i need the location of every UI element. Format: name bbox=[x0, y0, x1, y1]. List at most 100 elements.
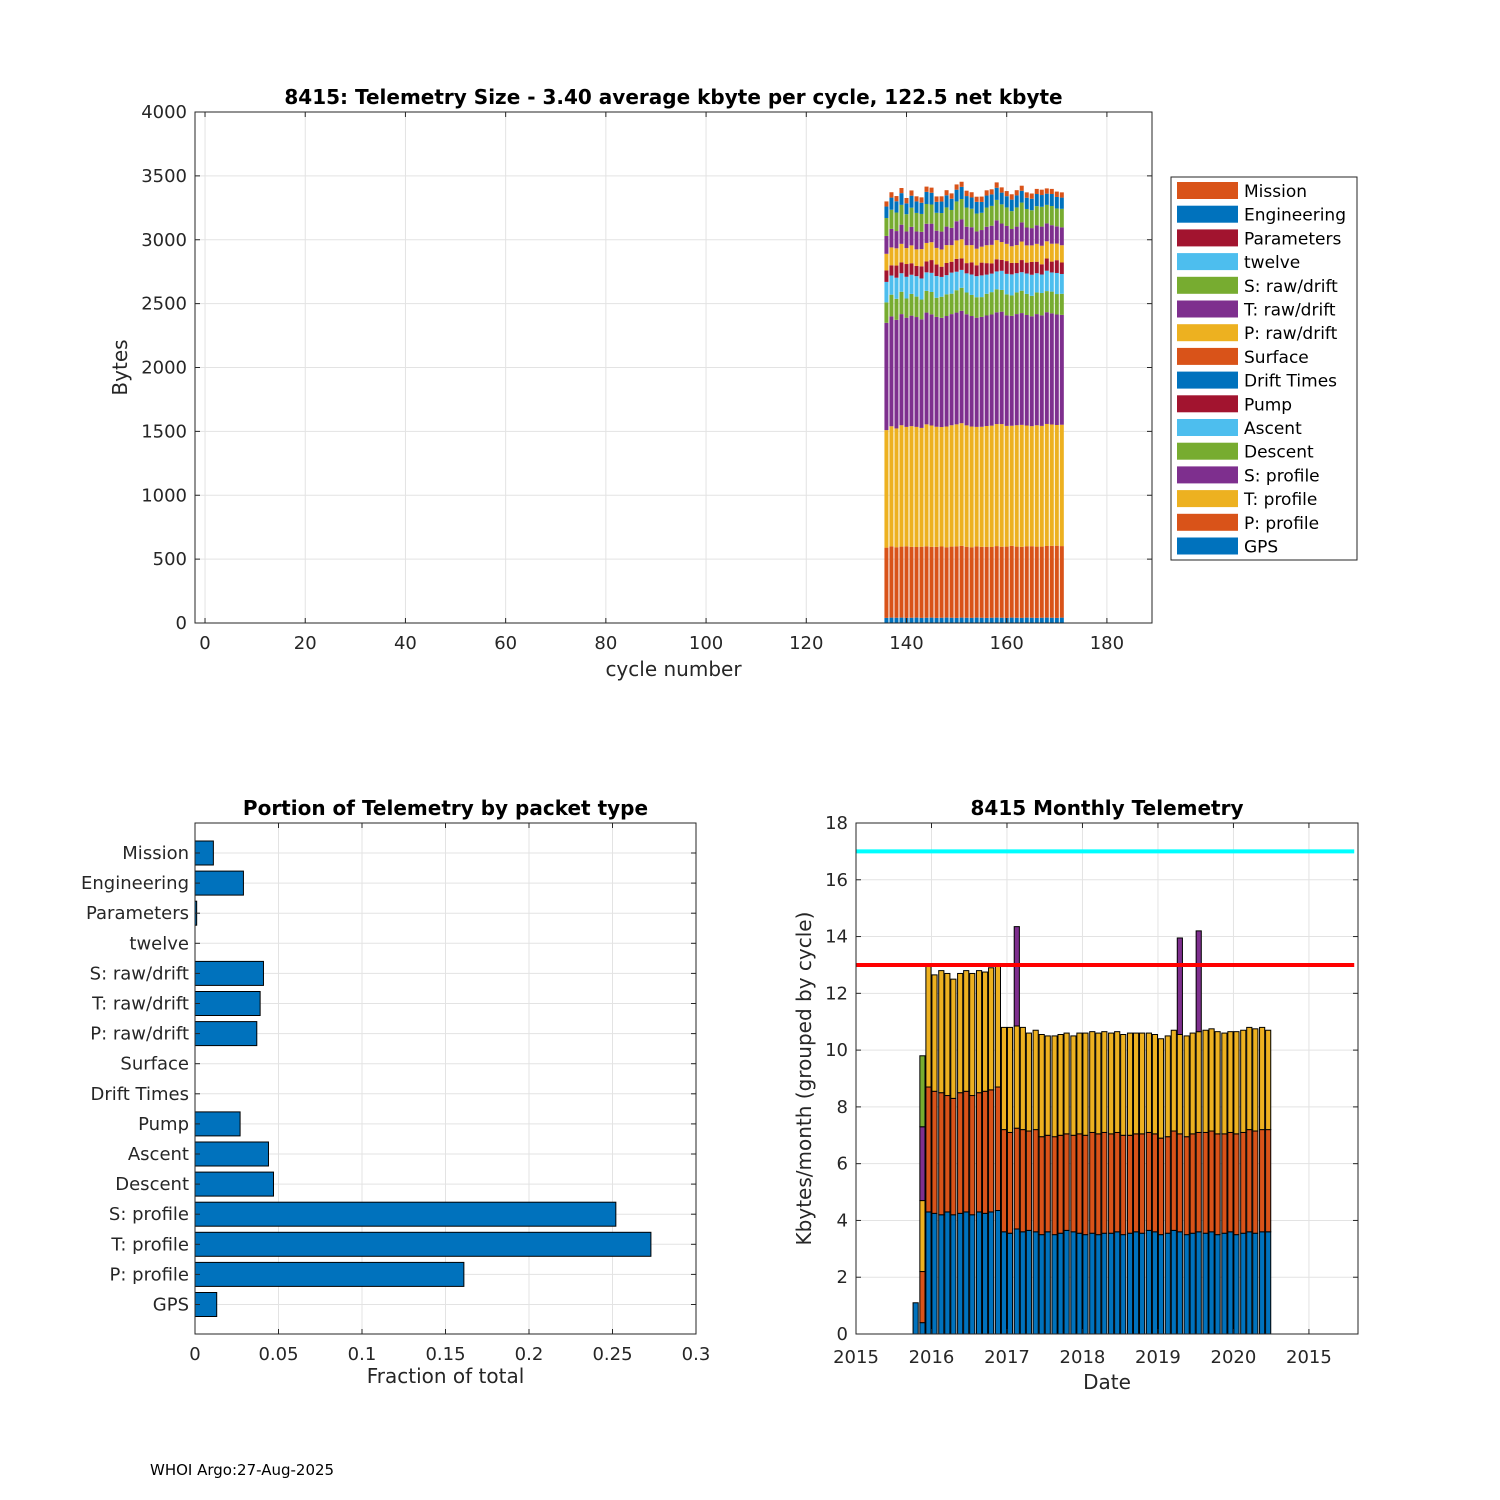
bar-segment bbox=[1054, 294, 1059, 315]
bar-segment bbox=[959, 287, 964, 311]
bar-segment bbox=[1114, 1031, 1121, 1133]
y-tick-label: 12 bbox=[825, 983, 848, 1004]
bar-segment bbox=[1170, 1029, 1177, 1132]
bar-segment bbox=[974, 201, 979, 214]
bar-segment bbox=[929, 314, 934, 426]
bar-segment bbox=[1014, 207, 1019, 227]
bar-segment bbox=[1024, 197, 1029, 209]
y-tick-label: 2000 bbox=[141, 358, 187, 379]
bar-segment bbox=[899, 314, 904, 426]
bar-segment bbox=[959, 310, 964, 424]
bar-segment bbox=[1029, 193, 1034, 199]
bar-segment bbox=[1004, 225, 1009, 244]
bar-segment bbox=[1019, 546, 1024, 618]
bar-segment bbox=[1044, 291, 1049, 313]
bar-segment bbox=[1024, 208, 1029, 228]
bar-segment bbox=[1014, 314, 1019, 426]
bar-segment bbox=[1014, 425, 1019, 547]
bar-segment bbox=[1189, 1133, 1196, 1234]
bar-segment bbox=[984, 190, 989, 196]
bar-segment bbox=[994, 1086, 1001, 1212]
bar-segment bbox=[974, 213, 979, 232]
bar-segment bbox=[1019, 290, 1024, 314]
bar-segment bbox=[944, 972, 951, 1097]
bar-segment bbox=[1195, 930, 1202, 1033]
legend-label: Ascent bbox=[1244, 419, 1302, 439]
category-label: S: profile bbox=[109, 1204, 189, 1225]
bar-segment bbox=[969, 294, 974, 317]
bar-segment bbox=[884, 253, 889, 271]
legend-swatch bbox=[1177, 537, 1238, 555]
bar-segment bbox=[919, 278, 924, 300]
bar-segment bbox=[954, 240, 959, 259]
bar-segment bbox=[969, 208, 974, 228]
bar-segment bbox=[1049, 272, 1054, 292]
bar-segment bbox=[1029, 316, 1034, 427]
bar-segment bbox=[1004, 273, 1009, 295]
bar-segment bbox=[889, 426, 894, 547]
y-axis-label: Kbytes/month (grouped by cycle) bbox=[792, 912, 816, 1246]
bar-segment bbox=[944, 617, 949, 623]
x-tick-label: 0.05 bbox=[258, 1344, 298, 1365]
bar-segment bbox=[1034, 206, 1039, 226]
category-label: Surface bbox=[120, 1054, 189, 1075]
portion-chart: Mission Engineering Parameters twelve S: raw… bbox=[81, 796, 710, 1388]
bar-segment bbox=[899, 262, 904, 274]
bar-segment bbox=[929, 260, 934, 273]
bar bbox=[194, 1141, 269, 1167]
y-tick-label: 8 bbox=[837, 1097, 848, 1118]
legend-swatch bbox=[1177, 442, 1238, 460]
bar-segment bbox=[909, 226, 914, 246]
bar-segment bbox=[1032, 1231, 1039, 1335]
bar-segment bbox=[979, 275, 984, 298]
bar-segment bbox=[1108, 1232, 1115, 1335]
bar-segment bbox=[1059, 273, 1064, 294]
bar-segment bbox=[1019, 1231, 1026, 1335]
bar-segment bbox=[957, 1092, 964, 1214]
bar-segment bbox=[1221, 1232, 1228, 1335]
bar-segment bbox=[963, 970, 970, 1092]
bar-segment bbox=[929, 223, 934, 243]
bar-segment bbox=[994, 546, 999, 618]
bar-segment bbox=[959, 617, 964, 623]
bar-segment bbox=[1006, 1131, 1014, 1234]
bar-segment bbox=[1013, 1127, 1020, 1230]
bar-segment bbox=[1189, 1032, 1196, 1135]
x-tick-label: 0.3 bbox=[682, 1344, 711, 1365]
bar-segment bbox=[954, 312, 959, 425]
category-label: Mission bbox=[122, 843, 189, 864]
bar-segment bbox=[979, 212, 984, 231]
bar-segment bbox=[884, 270, 889, 282]
bar-segment bbox=[1054, 226, 1059, 244]
bar-segment bbox=[1183, 1234, 1190, 1335]
bar-segment bbox=[1195, 1231, 1202, 1335]
bar-segment bbox=[1132, 1032, 1140, 1135]
bar-segment bbox=[1170, 1130, 1177, 1231]
bar-segment bbox=[934, 297, 939, 317]
bar-segment bbox=[919, 1322, 926, 1335]
bar-segment bbox=[1221, 1032, 1228, 1135]
bar-segment bbox=[944, 275, 949, 295]
bar-segment bbox=[924, 223, 929, 243]
bar-segment bbox=[914, 317, 919, 427]
bar-segment bbox=[999, 204, 1004, 224]
bar-segment bbox=[974, 426, 979, 547]
bar-segment bbox=[904, 248, 909, 265]
bar-segment bbox=[939, 249, 944, 267]
bar-segment bbox=[1029, 245, 1034, 262]
legend-swatch bbox=[1177, 466, 1238, 484]
bar-segment bbox=[1208, 1130, 1215, 1233]
x-tick-label: 2018 bbox=[1060, 1347, 1106, 1368]
bar-segment bbox=[899, 273, 904, 292]
y-tick-label: 18 bbox=[825, 813, 848, 834]
bar-segment bbox=[964, 292, 969, 315]
bar-segment bbox=[884, 302, 889, 323]
bar-segment bbox=[959, 198, 964, 220]
legend-swatch bbox=[1177, 490, 1238, 508]
bar-segment bbox=[1051, 1035, 1058, 1138]
bar-segment bbox=[1240, 1029, 1247, 1133]
bar-segment bbox=[1039, 245, 1044, 265]
bar-segment bbox=[1000, 1026, 1008, 1131]
bar-segment bbox=[1006, 1232, 1014, 1335]
bar-segment bbox=[924, 242, 929, 262]
